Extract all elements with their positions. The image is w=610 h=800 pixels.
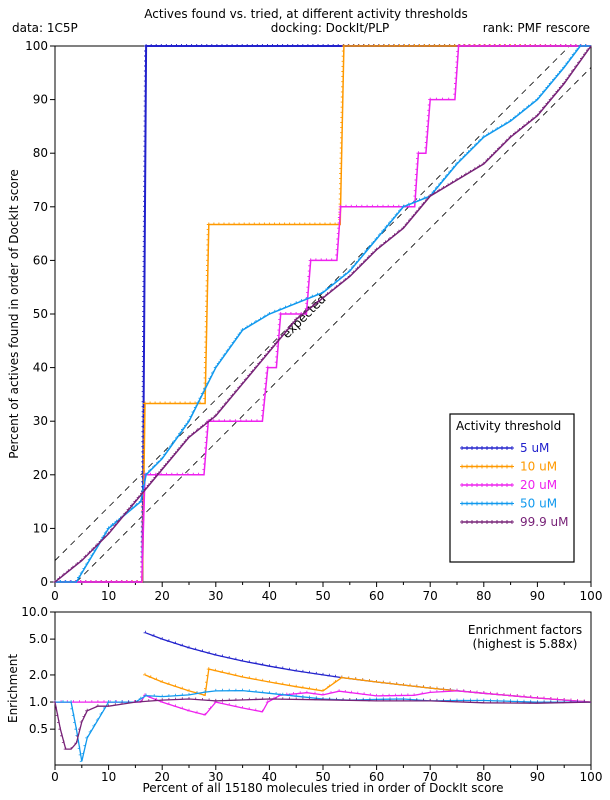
legend-swatch-markers: [460, 446, 514, 450]
legend-swatch-markers: [460, 464, 514, 469]
legend-swatch-markers: [460, 501, 514, 506]
enr-x-tick-label: 0: [51, 770, 59, 784]
enr-series-line-6: [54, 698, 592, 750]
header-data-label: data: 1C5P: [12, 21, 78, 35]
enr-y-tick-label: 0.5: [29, 722, 48, 736]
enr-x-tick-label: 40: [262, 770, 277, 784]
legend-label: 20 uM: [520, 478, 557, 492]
enr-series-markers-1: [143, 630, 336, 678]
expected-band-upper: [54, 45, 570, 561]
main-x-tick-label: 30: [208, 589, 223, 603]
main-y-tick-label: 80: [33, 146, 48, 160]
legend-swatch-markers: [460, 520, 514, 524]
expected-band-lower: [76, 67, 592, 583]
enr-x-tick-label: 100: [580, 770, 603, 784]
legend-swatch-markers: [460, 483, 514, 487]
legend-label: 5 uM: [520, 441, 549, 455]
main-x-tick-label: 50: [315, 589, 330, 603]
main-y-tick-label: 70: [33, 200, 48, 214]
legend-box: [449, 413, 575, 563]
main-x-tick-label: 10: [101, 589, 116, 603]
main-series-markers-5: [53, 48, 589, 583]
main-y-tick-label: 40: [33, 361, 48, 375]
enr-x-tick-label: 50: [315, 770, 330, 784]
main-x-tick-label: 90: [530, 589, 545, 603]
enr-series-line-2: [341, 676, 592, 703]
main-x-tick-label: 60: [369, 589, 384, 603]
main-y-tick-label: 90: [33, 93, 48, 107]
main-y-tick-label: 100: [25, 39, 48, 53]
legend-label: 10 uM: [520, 460, 557, 474]
legend-label: 99.9 uM: [520, 515, 569, 529]
main-x-tick-label: 40: [262, 589, 277, 603]
enr-x-tick-label: 90: [530, 770, 545, 784]
enrichment-annotation-title: Enrichment factors: [468, 623, 582, 637]
enr-y-axis-label: Enrichment: [6, 654, 20, 723]
legend-title: Activity threshold: [456, 419, 561, 433]
main-x-tick-label: 80: [476, 589, 491, 603]
enr-y-tick-label: 1.0: [29, 695, 48, 709]
enr-x-tick-label: 30: [208, 770, 223, 784]
main-plot-panel: 0 10 20 30 40 50 60 70 80 90 100 0 10 20 30 40 50 60 70 80 9…: [7, 39, 602, 603]
main-y-tick-label: 30: [33, 414, 48, 428]
main-y-tick-label: 10: [33, 521, 48, 535]
enrichment-plot-panel: 0 10 20 30 40 50 60 70 80 90 100 10.0 5.0 2.0 1.0 0.5 Pe…: [6, 605, 602, 795]
main-y-tick-label: 50: [33, 307, 48, 321]
legend-label: 50 uM: [520, 497, 557, 511]
main-x-tick-label: 0: [51, 589, 59, 603]
main-x-tick-label: 70: [423, 589, 438, 603]
enr-x-tick-label: 70: [423, 770, 438, 784]
enr-x-axis-label: Percent of all 15180 molecules tried in …: [142, 781, 503, 795]
main-y-tick-label: 20: [33, 468, 48, 482]
main-y-tick-label: 0: [40, 575, 48, 589]
main-x-tick-label: 20: [155, 589, 170, 603]
enr-x-tick-label: 20: [155, 770, 170, 784]
main-y-axis-label: Percent of actives found in order of Doc…: [7, 169, 21, 458]
enr-x-tick-label: 10: [101, 770, 116, 784]
enr-y-tick-label: 2.0: [29, 668, 48, 682]
enr-x-tick-label: 80: [476, 770, 491, 784]
enrichment-annotation-subtitle: (highest is 5.88x): [473, 637, 578, 651]
header-docking-label: docking: DockIt/PLP: [271, 21, 390, 35]
enr-y-tick-label: 5.0: [29, 632, 48, 646]
enr-series-line-1: [145, 632, 342, 679]
enr-y-tick-label: 10.0: [21, 605, 48, 619]
chart-title: Actives found vs. tried, at different ac…: [144, 7, 467, 21]
enr-series-markers-6: [53, 697, 585, 750]
enr-x-tick-label: 60: [369, 770, 384, 784]
main-x-tick-label: 100: [580, 589, 603, 603]
main-y-tick-label: 60: [33, 253, 48, 267]
header-rank-label: rank: PMF rescore: [483, 21, 590, 35]
